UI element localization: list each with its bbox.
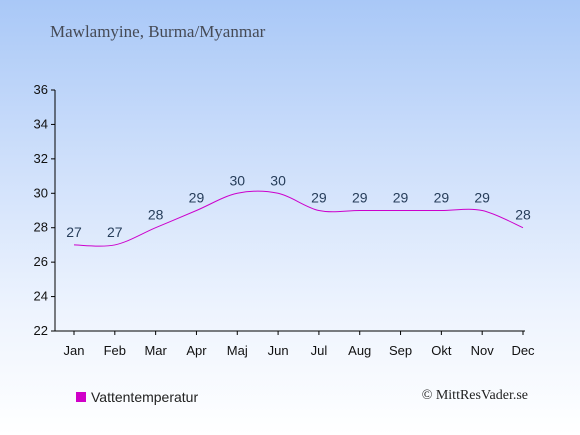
y-tick-label: 28	[34, 220, 48, 235]
data-label: 29	[352, 190, 368, 206]
x-tick-label: Nov	[471, 343, 495, 358]
data-label: 29	[311, 190, 327, 206]
data-label: 30	[270, 172, 286, 188]
data-label: 28	[148, 207, 164, 223]
data-label: 27	[107, 224, 123, 240]
data-label: 29	[434, 190, 450, 206]
x-tick-label: Feb	[104, 343, 126, 358]
legend: Vattentemperatur	[76, 389, 198, 405]
data-label: 29	[393, 190, 409, 206]
series-line-vattentemperatur	[73, 190, 524, 247]
y-axis: 22 24 26 28 30 32 34 36	[34, 82, 56, 338]
data-label: 27	[66, 224, 82, 240]
y-tick-label: 26	[34, 254, 48, 269]
x-tick-label: Dec	[511, 343, 535, 358]
x-axis: Jan Feb Mar Apr Maj Jun Jul Aug Sep Okt Nov Dec	[55, 330, 535, 358]
data-labels: 27 27 28 29 30 30 29 29 29 29 29 28	[66, 172, 531, 240]
data-label: 29	[189, 190, 205, 206]
x-tick-label: Apr	[186, 343, 207, 358]
data-label: 30	[229, 172, 245, 188]
y-tick-label: 22	[34, 323, 48, 338]
x-tick-label: Jul	[311, 343, 328, 358]
y-tick-label: 32	[34, 151, 48, 166]
y-tick-label: 34	[34, 116, 48, 131]
x-tick-label: Mar	[144, 343, 167, 358]
chart-title: Mawlamyine, Burma/Myanmar	[50, 22, 266, 41]
x-tick-label: Jun	[268, 343, 289, 358]
y-tick-label: 36	[34, 82, 48, 97]
x-tick-label: Sep	[389, 343, 412, 358]
data-label: 29	[474, 190, 490, 206]
legend-label: Vattentemperatur	[91, 389, 199, 405]
y-tick-label: 30	[34, 185, 48, 200]
x-tick-label: Maj	[227, 343, 248, 358]
legend-swatch	[76, 392, 86, 402]
x-tick-label: Aug	[348, 343, 371, 358]
x-tick-label: Jan	[64, 343, 85, 358]
x-tick-label: Okt	[431, 343, 452, 358]
y-tick-label: 24	[34, 289, 48, 304]
credit: © MittResVader.se	[421, 388, 528, 403]
data-label: 28	[515, 207, 531, 223]
